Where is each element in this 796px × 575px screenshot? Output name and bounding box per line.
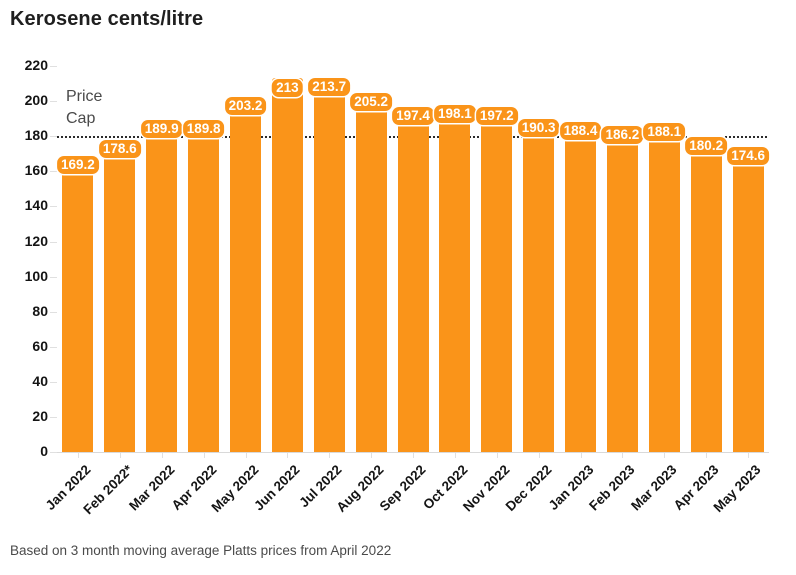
x-axis-tick xyxy=(119,453,121,458)
chart-plot: Price Cap 169.2 178.6 189.9 189.8 203.2 213 21… xyxy=(56,66,769,453)
bar xyxy=(355,92,387,452)
y-axis-tick xyxy=(50,136,57,138)
bar-value-label: 189.9 xyxy=(140,119,183,138)
bar xyxy=(62,155,94,452)
y-axis-tick xyxy=(50,66,57,67)
bar xyxy=(271,78,303,452)
y-axis-label: 120 xyxy=(24,232,48,249)
bar-value-label: 213.7 xyxy=(308,78,351,97)
bar xyxy=(648,122,680,452)
y-axis-label: 0 xyxy=(40,443,48,459)
x-axis-tick xyxy=(454,453,456,458)
x-axis-tick xyxy=(538,453,540,458)
bar xyxy=(104,138,136,452)
bar xyxy=(230,95,261,452)
bar xyxy=(732,145,764,452)
bar xyxy=(439,104,471,452)
y-axis-label: 40 xyxy=(32,372,48,389)
bar xyxy=(397,105,429,452)
x-axis-tick xyxy=(664,453,666,458)
bar-value-label: 197.2 xyxy=(475,107,518,125)
y-axis-tick xyxy=(50,346,57,348)
bar-value-label: 180.2 xyxy=(685,136,728,155)
source-note: Based on 3 month moving average Platts p… xyxy=(10,543,392,558)
y-axis-label: 20 xyxy=(32,407,48,424)
y-axis-label: 100 xyxy=(24,267,48,284)
bar-value-label: 198.1 xyxy=(433,105,476,124)
bar-value-label: 174.6 xyxy=(727,146,769,165)
x-axis-tick xyxy=(706,453,708,458)
y-axis-label: 180 xyxy=(24,127,48,144)
bar-value-label: 188.4 xyxy=(559,122,602,141)
bar-value-label: 197.4 xyxy=(392,106,434,125)
price-cap-label-line1: Price xyxy=(66,88,103,105)
x-axis-tick xyxy=(413,453,414,458)
bar xyxy=(690,135,722,452)
bar-value-label: 186.2 xyxy=(601,126,644,145)
y-axis-label: 200 xyxy=(24,92,48,109)
bar xyxy=(481,106,513,452)
bar-value-label: 189.8 xyxy=(182,120,225,138)
y-axis-label: 140 xyxy=(24,197,48,214)
x-axis-tick xyxy=(161,453,163,458)
bar xyxy=(565,121,596,452)
x-axis-tick xyxy=(371,453,373,458)
y-axis-tick xyxy=(50,101,57,103)
x-axis-tick xyxy=(580,453,582,458)
x-axis-tick xyxy=(329,453,331,458)
x-axis-tick xyxy=(245,453,247,458)
bar-value-label: 203.2 xyxy=(224,96,267,115)
y-axis-tick xyxy=(50,241,57,243)
bar-value-label: 169.2 xyxy=(56,156,99,175)
y-axis-label: 220 xyxy=(24,57,48,73)
bar xyxy=(146,118,178,452)
chart-title: Kerosene cents/litre xyxy=(10,8,204,30)
x-axis-tick xyxy=(287,453,289,458)
bar xyxy=(606,125,638,452)
x-axis-tick xyxy=(748,453,750,458)
x-axis-label: Mar 2023 xyxy=(628,462,680,514)
x-axis-tick xyxy=(496,453,498,458)
y-axis-tick xyxy=(50,416,57,418)
x-axis-tick xyxy=(77,453,79,458)
y-axis-label: 80 xyxy=(32,302,48,319)
y-axis-tick xyxy=(50,311,57,313)
bar-value-label: 213 xyxy=(272,79,303,98)
bar xyxy=(188,119,220,452)
bar-value-label: 205.2 xyxy=(350,93,392,111)
price-cap-label-line2: Cap xyxy=(66,110,96,127)
y-axis-tick xyxy=(50,171,57,173)
y-axis-label: 60 xyxy=(32,337,48,354)
bar-value-label: 178.6 xyxy=(98,139,141,158)
y-axis-tick xyxy=(50,206,57,208)
y-axis-tick xyxy=(50,276,57,278)
y-axis: 0 20 40 60 80 100 120 140 160 180 200 220 xyxy=(0,57,57,459)
x-axis-tick xyxy=(622,453,624,458)
x-axis-tick xyxy=(203,453,205,458)
y-axis-label: 160 xyxy=(24,162,48,179)
x-axis: Jan 2022 Feb 2022* Mar 2022 Apr 2022 May 202… xyxy=(43,452,769,542)
bar-value-label: 190.3 xyxy=(517,119,560,138)
bar-value-label: 188.1 xyxy=(643,123,686,141)
y-axis-tick xyxy=(50,381,57,383)
bar xyxy=(313,77,345,452)
price-cap-label: Price Cap xyxy=(66,86,102,130)
bar xyxy=(523,118,555,452)
y-axis-tick xyxy=(50,452,57,453)
